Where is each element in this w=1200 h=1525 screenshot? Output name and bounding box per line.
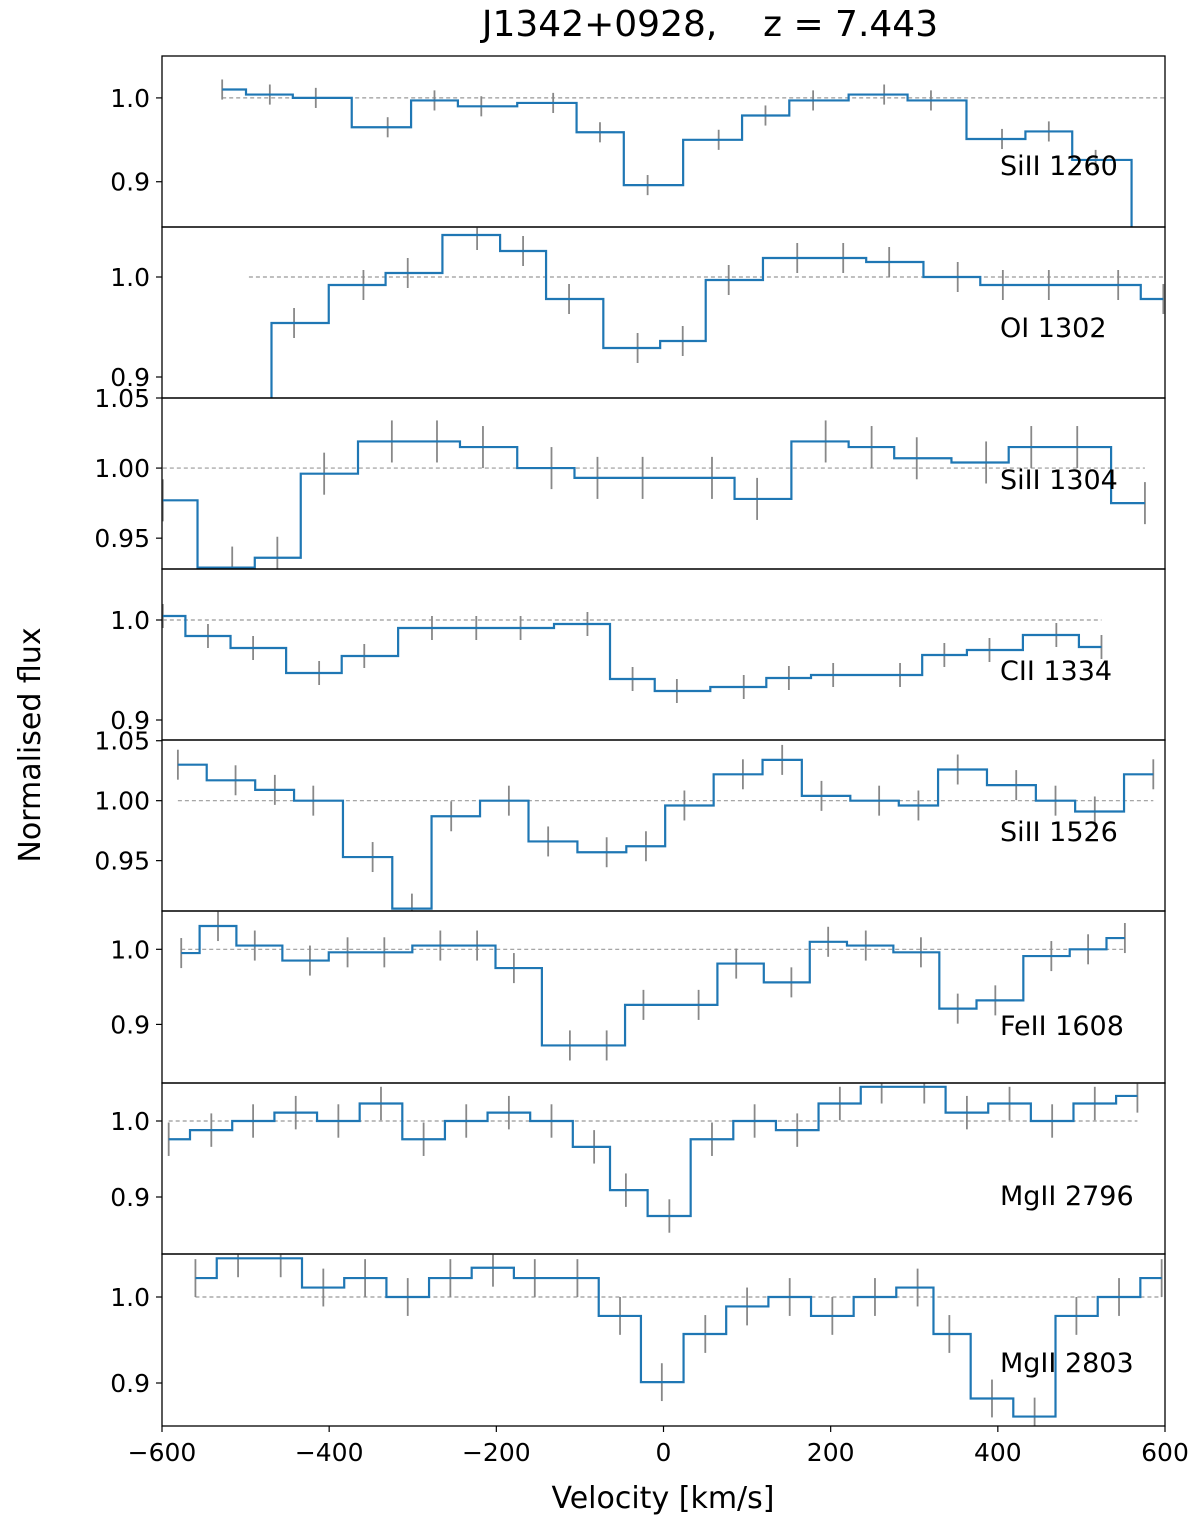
- y-tick-label: 1.0: [110, 1107, 150, 1136]
- y-tick-label: 0.9: [110, 1183, 150, 1212]
- ion-label: MgII 2803: [1000, 1348, 1134, 1379]
- x-axis-label: Velocity [km/s]: [552, 1481, 775, 1516]
- panel-oi-1302: 1.0 0.9 OI 1302: [110, 226, 1166, 399]
- flux-step-line: [195, 1257, 1162, 1418]
- panel-frame: [161, 910, 1166, 1084]
- y-tick-label: 0.9: [110, 1010, 150, 1039]
- flux-step-line: [181, 924, 1125, 1047]
- y-tick-label: 1.0: [110, 935, 150, 964]
- y-tick-label: 0.95: [94, 524, 150, 553]
- panel-frame: [161, 1082, 1166, 1255]
- panel-mgii-2803: 1.0 0.9 MgII 2803: [110, 1253, 1166, 1427]
- ion-label: CII 1334: [1000, 656, 1112, 687]
- x-tick-label: 400: [974, 1438, 1022, 1467]
- y-axis-label: Normalised flux: [13, 627, 48, 862]
- ion-label: SiII 1304: [1000, 465, 1118, 496]
- panel-feii-1608: 1.0 0.9 FeII 1608: [110, 910, 1166, 1084]
- x-tick-label: −600: [128, 1438, 197, 1467]
- x-tick-label: −200: [462, 1438, 531, 1467]
- panel-frame: [161, 1253, 1166, 1427]
- y-tick-label: 0.9: [110, 168, 150, 197]
- flux-step-line: [177, 758, 1154, 910]
- y-tick-label: 1.0: [110, 263, 150, 292]
- ion-label: OI 1302: [1000, 313, 1107, 344]
- y-tick-label: 0.9: [110, 706, 150, 735]
- y-tick-label: 1.00: [94, 454, 150, 483]
- panel-frame: [161, 55, 1166, 228]
- x-tick-label: 600: [1141, 1438, 1189, 1467]
- panel-mgii-2796: 1.0 0.9 MgII 2796: [110, 1082, 1166, 1255]
- y-tick-label: 1.0: [110, 1283, 150, 1312]
- ion-label: MgII 2796: [1000, 1181, 1134, 1212]
- panel-siii-1260: 1.0 0.9 SiII 1260: [110, 55, 1166, 228]
- ion-label: FeII 1608: [1000, 1011, 1124, 1042]
- ion-label: SiII 1260: [1000, 151, 1118, 182]
- panel-siii-1304: 1.05 1.00 0.95 SiII 1304: [94, 384, 1166, 570]
- x-tick-label: −400: [295, 1438, 364, 1467]
- y-tick-label: 1.05: [94, 384, 150, 413]
- y-tick-label: 0.95: [94, 847, 150, 876]
- y-tick-label: 0.9: [110, 1369, 150, 1398]
- y-tick-label: 1.00: [94, 787, 150, 816]
- flux-step-line: [162, 440, 1145, 569]
- panel-cii-1334: 1.0 0.9 CII 1334: [110, 568, 1166, 741]
- y-tick-label: 1.05: [94, 727, 150, 756]
- flux-step-line: [162, 614, 1102, 693]
- x-tick-label: 200: [807, 1438, 855, 1467]
- y-tick-label: 1.0: [110, 84, 150, 113]
- ion-label: SiII 1526: [1000, 817, 1118, 848]
- chart-title: J1342+0928, z = 7.443: [480, 4, 938, 45]
- panel-siii-1526: 1.05 1.00 0.95 SiII 1526: [94, 727, 1166, 912]
- y-tick-label: 0.9: [110, 363, 150, 392]
- flux-step-line: [168, 1085, 1138, 1218]
- flux-step-line: [270, 233, 1164, 398]
- panel-frame: [161, 568, 1166, 741]
- y-tick-label: 1.0: [110, 606, 150, 635]
- flux-step-line: [222, 88, 1133, 227]
- x-tick-label: 0: [656, 1438, 672, 1467]
